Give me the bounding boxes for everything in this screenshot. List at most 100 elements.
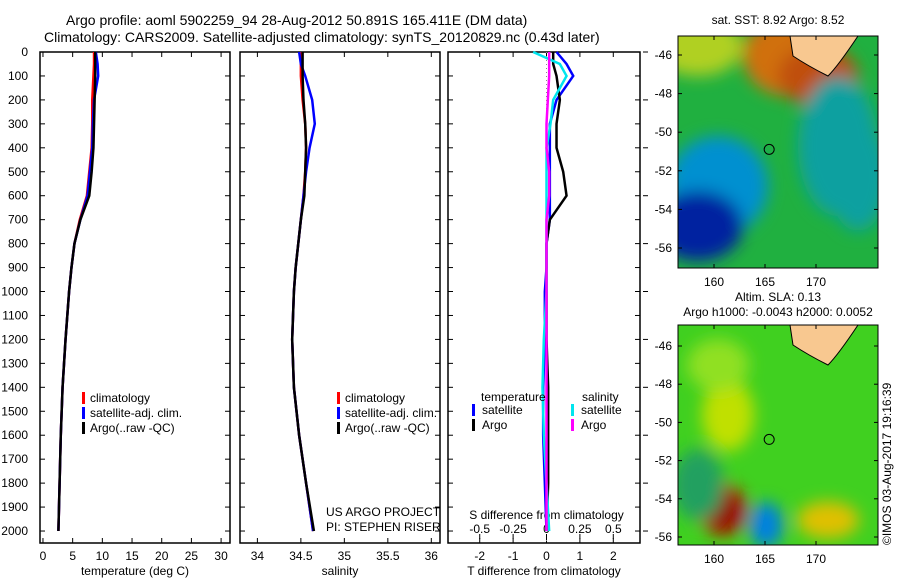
x-axis-label: temperature (deg C) <box>81 564 189 578</box>
y-tick-label: 600 <box>8 189 28 203</box>
lon-tick-label: 170 <box>806 552 826 566</box>
lat-tick-label: -56 <box>655 241 673 255</box>
x-tick-label: -2 <box>474 549 485 563</box>
lon-tick-label: 160 <box>704 552 724 566</box>
legend-label: satellite-adj. clim. <box>345 406 437 420</box>
y-tick-label: 1700 <box>1 452 28 466</box>
float-location-marker <box>763 143 775 155</box>
y-tick-label: 1800 <box>1 476 28 490</box>
x2-tick-label: 0.25 <box>568 522 592 536</box>
annotation-project: US ARGO PROJECT <box>326 505 441 519</box>
x-tick-label: 35 <box>338 549 352 563</box>
y-tick-label: 1600 <box>1 428 28 442</box>
legend-label: satellite <box>482 403 523 417</box>
y-tick-label: 1400 <box>1 380 28 394</box>
sla-map <box>678 325 878 545</box>
float-location-marker <box>763 433 775 445</box>
y-tick-label: 100 <box>8 69 28 83</box>
legend-label: Argo <box>581 418 607 432</box>
lon-tick-label: 165 <box>755 552 775 566</box>
legend-swatch <box>82 392 85 404</box>
lat-tick-label: -50 <box>655 415 673 429</box>
x-tick-label: 2 <box>610 549 617 563</box>
x2-tick-label: 0.5 <box>605 522 622 536</box>
land-new-zealand <box>789 325 859 366</box>
legend-swatch <box>337 407 340 419</box>
annotation-pi: PI: STEPHEN RISER <box>326 520 441 534</box>
land-new-zealand <box>789 36 859 77</box>
y-tick-label: 1000 <box>1 285 28 299</box>
title-line2: Climatology: CARS2009. Satellite-adjuste… <box>44 29 600 45</box>
legend-title-temperature: temperature <box>481 390 546 404</box>
lat-tick-label: -56 <box>655 530 673 544</box>
y-tick-label: 400 <box>8 141 28 155</box>
x-tick-label: 10 <box>96 549 110 563</box>
legend-title-salinity: salinity <box>582 390 619 404</box>
x-tick-label: -1 <box>508 549 519 563</box>
lat-tick-label: -54 <box>655 202 673 216</box>
x-tick-label: 1 <box>577 549 584 563</box>
diff-line-3 <box>545 52 551 532</box>
sla-map-title: Altim. SLA: 0.13 <box>735 290 821 304</box>
lon-tick-label: 160 <box>704 275 724 289</box>
y-tick-label: 800 <box>8 237 28 251</box>
sla-map-frame <box>677 324 879 546</box>
y-tick-label: 700 <box>8 213 28 227</box>
sla-map-subtitle: Argo h1000: -0.0043 h2000: 0.0052 <box>683 305 873 319</box>
x2-tick-label: -0.25 <box>499 522 527 536</box>
imos-credit: ©IMOS 03-Aug-2017 19:16:39 <box>880 382 894 545</box>
y-tick-label: 900 <box>8 261 28 275</box>
lat-tick-label: -52 <box>655 454 673 468</box>
legend-swatch <box>472 404 475 416</box>
x-axis-label: salinity <box>322 564 359 578</box>
y-tick-label: 1500 <box>1 404 28 418</box>
lat-tick-label: -46 <box>655 339 673 353</box>
legend-label: Argo(..raw -QC) <box>90 421 175 435</box>
x-tick-label: 5 <box>69 549 76 563</box>
legend-label: Argo(..raw -QC) <box>345 421 430 435</box>
x-tick-label: 35.5 <box>376 549 400 563</box>
profile-line-1 <box>57 51 100 532</box>
plot-frame-1 <box>239 51 441 544</box>
legend-label: satellite <box>581 403 622 417</box>
legend-label: climatology <box>345 391 405 405</box>
plot-frame-0 <box>39 51 231 544</box>
legend-swatch <box>337 392 340 404</box>
y-tick-label: 300 <box>8 117 28 131</box>
profile-line-2 <box>290 52 316 532</box>
x-tick-label: 15 <box>125 549 139 563</box>
y-tick-label: 1100 <box>2 308 28 322</box>
x-tick-label: 36 <box>425 549 439 563</box>
x-tick-label: 34 <box>251 549 265 563</box>
legend-swatch <box>82 407 85 419</box>
x-tick-label: 30 <box>214 549 228 563</box>
diff-line-2 <box>532 50 568 532</box>
y-tick-label: 1300 <box>1 356 28 370</box>
x-tick-label: 25 <box>185 549 199 563</box>
legend-label: Argo <box>482 418 508 432</box>
x-tick-label: 20 <box>155 549 169 563</box>
y-tick-label: 500 <box>8 165 28 179</box>
lat-tick-label: -48 <box>655 87 673 101</box>
x2-tick-label: -0.5 <box>469 522 490 536</box>
legend-swatch <box>82 422 85 434</box>
y-tick-label: 200 <box>8 93 28 107</box>
lat-tick-label: -54 <box>655 492 673 506</box>
legend-label: satellite-adj. clim. <box>90 406 182 420</box>
x-axis-label: T difference from climatology <box>467 564 621 578</box>
lat-tick-label: -50 <box>655 125 673 139</box>
lon-tick-label: 170 <box>806 275 826 289</box>
legend-swatch <box>571 419 574 431</box>
profile-line-2 <box>57 52 97 532</box>
legend-swatch <box>472 419 475 431</box>
x-tick-label: 0 <box>543 549 550 563</box>
legend-swatch <box>571 404 574 416</box>
profile-line-0 <box>57 52 96 532</box>
x-tick-label: 0 <box>40 549 47 563</box>
y-tick-label: 0 <box>21 45 28 59</box>
sst-map-frame <box>677 35 879 269</box>
lat-tick-label: -52 <box>655 164 673 178</box>
y-tick-label: 2000 <box>1 524 28 538</box>
